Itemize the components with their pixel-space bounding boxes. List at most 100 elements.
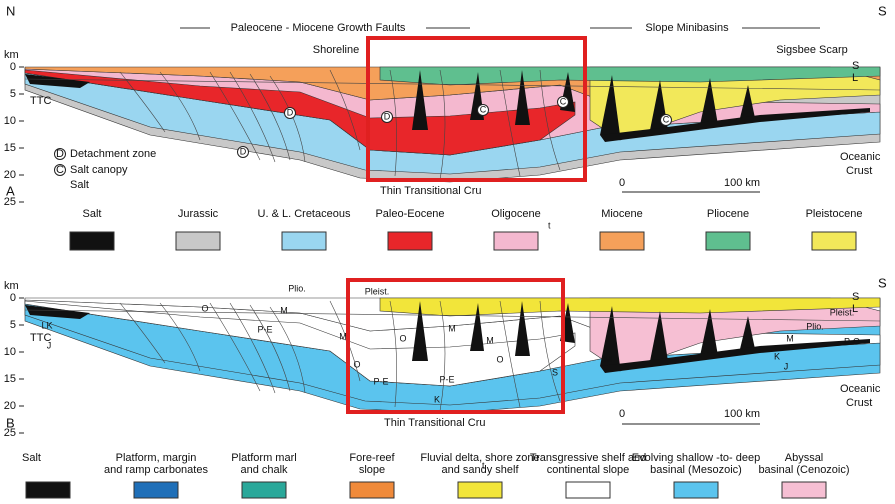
legend-label: Platform, margin (116, 452, 197, 464)
label-bg (210, 20, 426, 36)
label: Sigsbee Scarp (776, 44, 848, 56)
legend-swatch (281, 231, 327, 251)
symbol-circle (660, 114, 672, 126)
symbol-circle (237, 146, 249, 158)
unit-label: K (434, 394, 440, 404)
unit-label: M (280, 305, 288, 315)
label: Thin Transitional Cru (380, 185, 482, 197)
key: Salt (70, 179, 89, 191)
symbol-circle (381, 111, 393, 123)
unit-label: Pleist. (365, 286, 390, 296)
label: Crust (846, 165, 872, 177)
depth-unit: km (4, 280, 19, 292)
legend-label: Fluvial delta, shore zone (420, 452, 539, 464)
label: TTC (30, 95, 51, 107)
label: S (852, 60, 859, 72)
depth-tick-label: 25 (4, 196, 16, 208)
legend-label: and sandy shelf (441, 464, 519, 476)
label: Oceanic (840, 383, 881, 395)
unit-label: M (604, 354, 612, 364)
legend-swatch (811, 231, 857, 251)
legend-label: Paleo-Eocene (375, 208, 444, 220)
unit-label: LK (41, 320, 52, 330)
legend-swatch (175, 231, 221, 251)
legend-label: Pliocene (707, 208, 749, 220)
legend-swatch (69, 231, 115, 251)
symbol: D (287, 107, 294, 117)
label: TTC (30, 332, 51, 344)
symbol: C (560, 96, 567, 106)
label: Thin Transitional Cru (384, 417, 486, 429)
symbol-circle (284, 107, 296, 119)
unit-label: M (339, 331, 347, 341)
section-a (24, 66, 881, 183)
legend-label: slope (359, 464, 385, 476)
depth-tick-label: 0 (10, 61, 16, 73)
legend-note: t (482, 460, 485, 470)
legend-swatch (349, 481, 395, 499)
key: C (56, 164, 64, 176)
header: Paleocene - Miocene Growth Faults (231, 22, 406, 34)
unit-label: M (786, 333, 794, 343)
depth-tick-label: 0 (10, 292, 16, 304)
depth-tick-label: 20 (4, 400, 16, 412)
legend-label: Pleistocene (806, 208, 863, 220)
depth-tick-label: 5 (10, 88, 16, 100)
symbol: C (663, 114, 670, 124)
legend-label: Miocene (601, 208, 643, 220)
depth-tick-label: 20 (4, 169, 16, 181)
label: L (852, 303, 858, 315)
legend-label: Platform marl (231, 452, 296, 464)
legend-swatch (705, 231, 751, 251)
depth-tick-label: 10 (4, 115, 16, 127)
unit-label: M (448, 323, 456, 333)
header: Slope Minibasins (645, 22, 729, 34)
symbol-circle (54, 148, 66, 160)
legend-label: Evolving shallow -to- deep (632, 452, 760, 464)
panel-letter: A (6, 183, 15, 198)
unit-label: Pleist. (830, 307, 855, 317)
legend-swatch (133, 481, 179, 499)
unit-label: J (784, 361, 789, 371)
scale: 0 (619, 177, 625, 189)
depth-tick-label: 5 (10, 319, 16, 331)
unit-label: K (774, 351, 780, 361)
legend-label: Oligocene (491, 208, 541, 220)
legend-swatch (781, 481, 827, 499)
depth-unit: km (4, 49, 19, 61)
label-bg (632, 20, 742, 36)
unit-label: P-E (439, 374, 454, 384)
legend-label: Jurassic (178, 208, 219, 220)
legend-label: Transgressive shelf and (530, 452, 646, 464)
compass: N (6, 3, 15, 18)
unit-label: O (496, 354, 503, 364)
symbol: D (240, 146, 247, 156)
label: L (852, 72, 858, 84)
compass: S (878, 3, 887, 18)
symbol-circle (477, 104, 489, 116)
symbol-circle (557, 96, 569, 108)
unit-label: P-O (844, 336, 860, 346)
label: Shoreline (313, 44, 359, 56)
legend-label: basinal (Cenozoic) (758, 464, 849, 476)
legend-label: U. & L. Cretaceous (258, 208, 351, 220)
label: Oceanic (840, 151, 881, 163)
legend-label: Abyssal (785, 452, 824, 464)
section-b (24, 297, 881, 414)
depth-tick-label: 25 (4, 427, 16, 439)
symbol: D (384, 111, 391, 121)
unit-label: P-E (257, 324, 272, 334)
unit-label: Plio. (806, 321, 824, 331)
symbol: C (480, 104, 487, 114)
unit-label: P-E (373, 376, 388, 386)
key: Detachment zone (70, 148, 156, 160)
unit-label: M (486, 335, 494, 345)
legend-swatch (387, 231, 433, 251)
legend-swatch (241, 481, 287, 499)
legend-label: Salt (83, 208, 102, 220)
legend-label: Fore-reef (349, 452, 395, 464)
legend-note: t (548, 220, 551, 230)
key: Salt canopy (70, 164, 128, 176)
unit-label: Plio. (288, 283, 306, 293)
